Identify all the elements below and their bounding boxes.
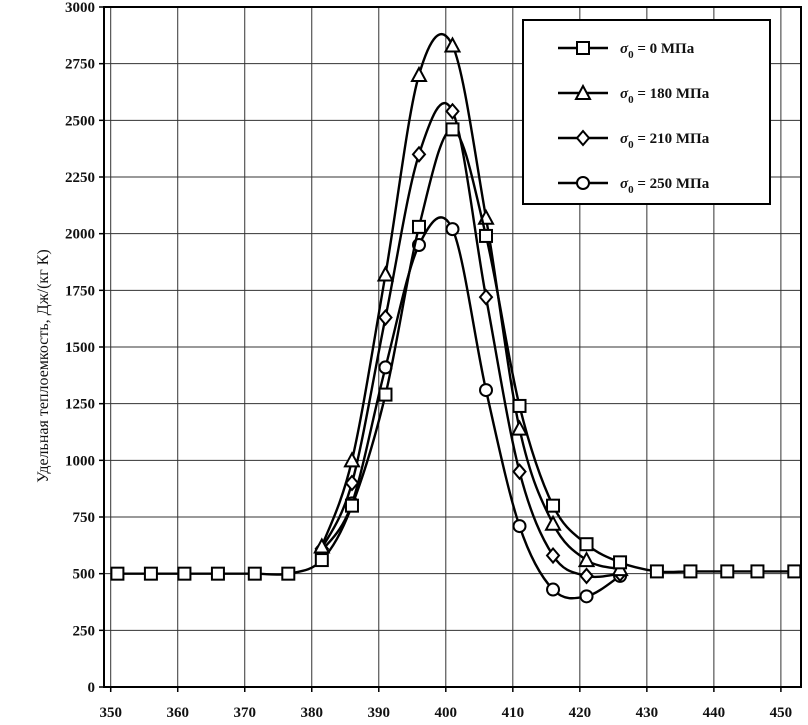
y-tick-label: 0 xyxy=(88,680,96,696)
x-tick-label: 420 xyxy=(569,705,592,721)
legend-marker xyxy=(575,129,591,147)
data-point xyxy=(445,102,460,120)
data-point xyxy=(177,566,192,581)
legend-label: σ0 = 180 МПа xyxy=(620,86,710,106)
data-point xyxy=(512,398,527,413)
data-point xyxy=(376,265,395,282)
legend-label: σ0 = 210 МПа xyxy=(620,131,710,151)
data-point xyxy=(720,564,735,579)
data-point xyxy=(545,546,561,565)
data-point xyxy=(281,566,296,581)
x-tick-label: 350 xyxy=(99,705,122,721)
plot-area xyxy=(110,33,802,604)
data-point xyxy=(579,567,594,585)
data-point xyxy=(313,537,331,554)
x-tick-label: 450 xyxy=(770,705,793,721)
data-point xyxy=(579,537,594,552)
y-tick-label: 1250 xyxy=(65,397,95,413)
y-tick-label: 500 xyxy=(73,567,96,583)
data-point xyxy=(512,519,527,534)
axes xyxy=(99,6,802,692)
data-point xyxy=(546,582,561,597)
data-point xyxy=(445,222,460,237)
data-point xyxy=(787,564,802,579)
x-tick-label: 390 xyxy=(368,705,391,721)
data-point xyxy=(344,498,359,513)
data-point xyxy=(510,419,529,436)
legend-marker xyxy=(576,176,590,190)
series-diamond xyxy=(314,102,628,585)
data-point xyxy=(143,566,158,581)
data-point xyxy=(344,474,360,492)
data-point xyxy=(649,564,664,579)
data-point xyxy=(343,451,361,468)
x-tick-label: 410 xyxy=(502,705,525,721)
legend-label: σ0 = 0 МПа xyxy=(620,41,695,61)
y-tick-label: 1500 xyxy=(65,340,95,356)
data-point xyxy=(750,564,765,579)
tick-labels: 0 250 500 750 1000 1250 1500 1750 2000 2250 2500 27… xyxy=(65,0,792,721)
data-point xyxy=(579,589,594,604)
data-point xyxy=(210,566,225,581)
data-point xyxy=(110,566,125,581)
x-tick-label: 400 xyxy=(435,705,458,721)
series-square xyxy=(110,122,802,581)
legend-box xyxy=(522,19,771,205)
y-tick-label: 1750 xyxy=(65,283,95,299)
x-tick-label: 360 xyxy=(166,705,189,721)
y-tick-label: 2250 xyxy=(65,170,95,186)
data-point xyxy=(478,288,494,306)
data-point xyxy=(378,308,393,327)
data-point xyxy=(443,36,462,53)
data-point xyxy=(546,498,561,513)
y-tick-label: 3000 xyxy=(65,0,95,16)
series-line xyxy=(320,216,621,600)
y-tick-label: 750 xyxy=(73,510,96,526)
x-tick-label: 430 xyxy=(636,705,659,721)
y-tick-label: 2000 xyxy=(65,227,95,243)
legend-marker xyxy=(574,83,592,100)
data-point xyxy=(683,564,698,579)
y-axis-label: Удельная теплоемкость, Дж/(кг К) xyxy=(35,249,52,483)
data-point xyxy=(247,566,262,581)
data-point xyxy=(410,65,428,82)
data-point xyxy=(577,550,596,568)
data-point xyxy=(411,145,427,163)
legend-label: σ0 = 250 МПа xyxy=(620,176,710,196)
data-point xyxy=(445,122,460,137)
data-point xyxy=(479,383,494,398)
data-point xyxy=(479,228,494,243)
data-point xyxy=(613,555,628,570)
y-tick-label: 2750 xyxy=(65,57,95,73)
data-point xyxy=(378,387,393,402)
data-point xyxy=(411,219,426,234)
legend-marker xyxy=(576,41,590,55)
x-tick-label: 370 xyxy=(233,705,256,721)
x-tick-label: 380 xyxy=(301,705,324,721)
legend: σ0 = 0 МПа σ0 = 180 МПа σ0 = 210 МПа σ0 = 2… xyxy=(522,19,771,205)
data-point xyxy=(544,514,562,531)
data-point xyxy=(512,463,527,481)
y-tick-label: 250 xyxy=(73,623,96,639)
y-tick-label: 1000 xyxy=(65,453,95,469)
y-tick-label: 2500 xyxy=(65,113,95,129)
data-point xyxy=(314,553,329,568)
x-tick-label: 440 xyxy=(703,705,726,721)
series-triangle xyxy=(313,33,629,577)
